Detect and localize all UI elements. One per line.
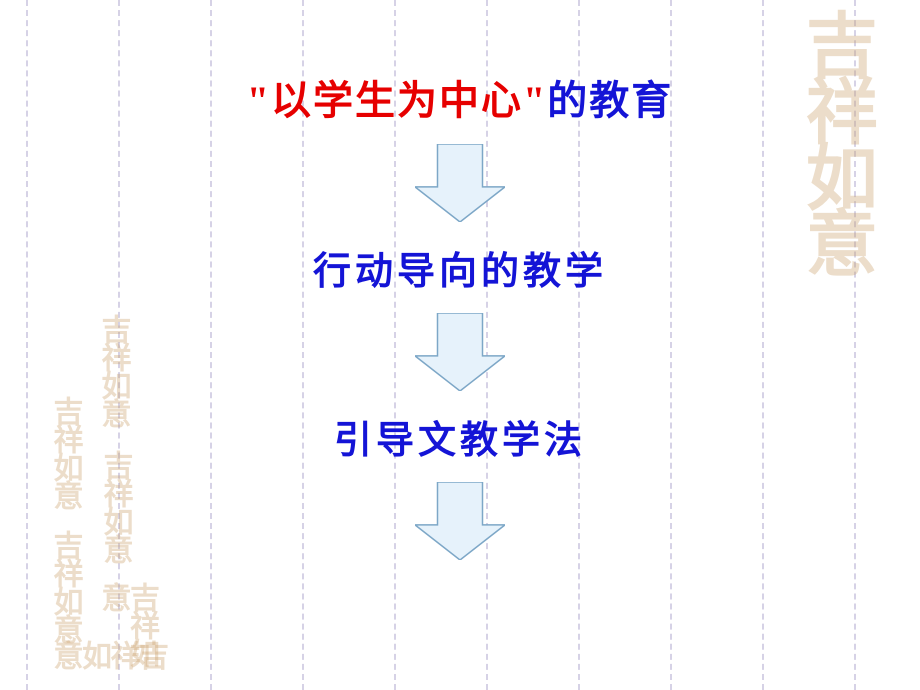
title-part1: "以学生为中心" — [247, 68, 547, 126]
title-part2: 的教育 — [547, 68, 673, 126]
row-1: 行动导向的教学 — [313, 240, 607, 295]
title-row: "以学生为中心" 的教育 — [247, 68, 673, 126]
row-2: 引导文教学法 — [334, 409, 586, 464]
arrow-3 — [415, 482, 505, 560]
down-arrow-icon — [415, 313, 505, 391]
down-arrow-icon — [415, 482, 505, 560]
flowchart: "以学生为中心" 的教育 行动导向的教学 引导文教学法 — [0, 0, 920, 690]
down-arrow-icon — [415, 144, 505, 222]
arrow-1 — [415, 144, 505, 222]
arrow-2 — [415, 313, 505, 391]
